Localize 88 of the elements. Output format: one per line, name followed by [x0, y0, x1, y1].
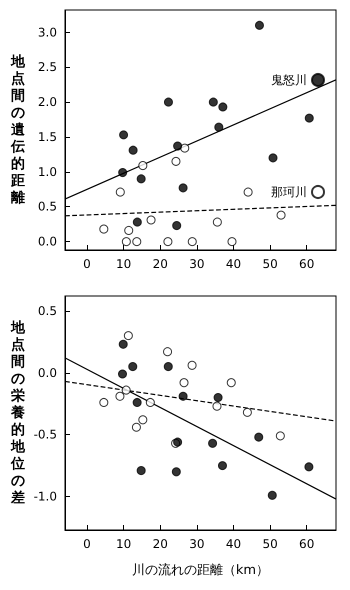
point	[212, 402, 222, 411]
point	[132, 422, 141, 432]
point	[218, 102, 228, 112]
point	[226, 378, 236, 388]
point	[173, 142, 182, 151]
text: 地点間の栄養的地位の差	[11, 320, 25, 506]
point	[242, 408, 252, 417]
point	[136, 174, 146, 184]
x-tick-label: 20	[152, 537, 168, 551]
point	[180, 378, 189, 388]
point	[304, 462, 314, 472]
y-tick-label: 0.0	[38, 234, 57, 249]
y-tick-label: 0.5	[38, 304, 57, 318]
point	[228, 237, 236, 246]
point	[178, 183, 188, 192]
y-tick-label: 3.0	[38, 25, 57, 40]
point	[171, 156, 180, 166]
point	[172, 467, 181, 476]
x-tick-label: 0	[83, 257, 91, 271]
point	[172, 221, 182, 230]
y-tick-label: 2.5	[38, 60, 57, 74]
point	[268, 490, 277, 500]
point	[304, 114, 314, 123]
point	[128, 146, 138, 155]
point	[115, 392, 124, 401]
x-tick-label: 10	[116, 537, 132, 551]
point	[163, 237, 172, 246]
point	[188, 237, 197, 246]
point	[178, 392, 188, 401]
point	[138, 161, 148, 170]
x-tick-label: 50	[262, 257, 278, 271]
point	[124, 331, 133, 340]
point	[124, 226, 134, 235]
point	[214, 393, 223, 402]
legend-label: 那珂川	[271, 185, 307, 199]
point	[276, 431, 285, 440]
point	[122, 386, 131, 395]
x-tick-label: 30	[189, 257, 204, 271]
point	[254, 20, 264, 30]
point	[118, 168, 128, 178]
y-tick-label: 0.5	[38, 200, 57, 214]
y-tick-label: 0.0	[38, 366, 57, 380]
x-tick-label: 30	[189, 537, 204, 551]
point	[208, 98, 218, 107]
point	[132, 398, 142, 407]
point	[138, 415, 148, 424]
point	[99, 398, 108, 407]
point	[122, 237, 131, 246]
point	[244, 188, 253, 197]
point	[276, 210, 286, 220]
y-tick-label: 2.0	[38, 95, 57, 110]
y-tick-label: 1.5	[38, 130, 57, 144]
y-tick-label: -1.0	[34, 490, 57, 504]
point	[214, 122, 224, 132]
x-tick-label: 40	[226, 257, 242, 271]
point	[212, 218, 222, 227]
x-tick-label: 60	[299, 257, 314, 271]
point	[254, 432, 264, 442]
x-axis-title: 川の流れの距離（km）	[132, 562, 270, 578]
point	[188, 360, 197, 370]
x-tick-label: 50	[262, 537, 278, 551]
point	[146, 398, 155, 407]
point	[132, 237, 142, 246]
point	[180, 144, 190, 153]
point	[118, 370, 127, 378]
point	[128, 362, 138, 372]
y-tick-label: -0.5	[34, 428, 57, 442]
point	[146, 216, 156, 224]
point	[164, 362, 173, 372]
text: 地点間の遺伝的距離	[11, 54, 25, 206]
point	[136, 466, 146, 476]
point	[268, 153, 278, 162]
point	[132, 218, 142, 227]
x-tick-label: 0	[83, 537, 91, 551]
x-tick-label: 20	[152, 257, 168, 271]
point	[218, 461, 227, 470]
point	[116, 188, 125, 197]
x-tick-label: 60	[299, 537, 314, 551]
legend-label: 鬼怒川	[271, 73, 307, 87]
point	[164, 98, 173, 107]
x-tick-label: 40	[226, 537, 242, 551]
x-tick-label: 10	[116, 257, 132, 271]
point	[163, 347, 172, 356]
point	[119, 130, 128, 140]
y-tick-label: 1.0	[38, 164, 57, 179]
point	[118, 340, 128, 349]
point	[99, 224, 108, 234]
point	[208, 438, 218, 448]
